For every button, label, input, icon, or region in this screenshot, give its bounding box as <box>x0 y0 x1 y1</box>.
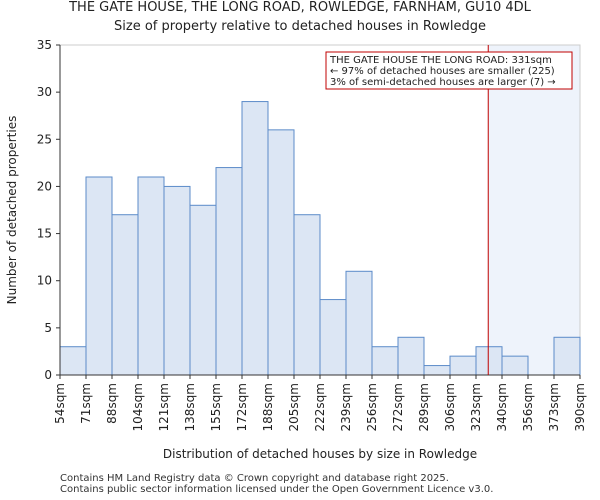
histogram-bar <box>85 176 113 376</box>
x-tick-label: 239sqm <box>339 383 353 431</box>
histogram-bar <box>111 214 139 376</box>
x-tick-label: 88sqm <box>105 383 119 424</box>
y-tick-label: 30 <box>37 85 52 99</box>
x-tick-label: 155sqm <box>209 383 223 431</box>
annotation-box <box>325 51 573 90</box>
x-tick-label: 188sqm <box>261 383 275 431</box>
y-tick-label: 0 <box>44 368 52 382</box>
histogram-bar <box>397 336 425 376</box>
histogram-bar <box>215 167 243 376</box>
annotation-line: ← 97% of detached houses are smaller (22… <box>330 66 555 77</box>
chart-subtitle: Size of property relative to detached ho… <box>114 19 486 34</box>
x-tick-label: 272sqm <box>391 383 405 431</box>
x-tick-label: 373sqm <box>547 383 561 431</box>
histogram-bar <box>59 346 87 376</box>
chart-title: THE GATE HOUSE, THE LONG ROAD, ROWLEDGE,… <box>69 0 531 15</box>
histogram-bar <box>553 336 581 376</box>
y-tick-label: 25 <box>37 132 52 146</box>
x-tick-label: 306sqm <box>443 383 457 431</box>
x-tick-label: 390sqm <box>573 383 587 431</box>
histogram-bar <box>423 365 451 376</box>
x-tick-label: 138sqm <box>183 383 197 431</box>
histogram-bar <box>371 346 399 376</box>
x-tick-label: 222sqm <box>313 383 327 431</box>
x-tick-label: 104sqm <box>131 383 145 431</box>
x-tick-label: 71sqm <box>79 383 93 424</box>
annotation-line: THE GATE HOUSE THE LONG ROAD: 331sqm <box>329 55 552 66</box>
x-tick-label: 172sqm <box>235 383 249 431</box>
histogram-bar <box>163 185 191 376</box>
annotation-line: 3% of semi-detached houses are larger (7… <box>330 77 556 88</box>
histogram-bar <box>319 299 347 376</box>
y-axis-label: Number of detached properties <box>5 116 19 305</box>
histogram-bar <box>267 129 295 376</box>
highlight-region <box>488 45 580 375</box>
y-tick-label: 10 <box>37 274 52 288</box>
y-tick-label: 35 <box>37 38 52 52</box>
histogram-bar <box>241 101 269 376</box>
footer-licence: Contains public sector information licen… <box>60 484 494 495</box>
x-tick-label: 54sqm <box>53 383 67 424</box>
x-tick-label: 256sqm <box>365 383 379 431</box>
histogram-bar <box>475 346 503 376</box>
footer-copyright: Contains HM Land Registry data © Crown c… <box>60 473 449 484</box>
histogram-bar <box>189 204 217 376</box>
x-axis-label: Distribution of detached houses by size … <box>163 447 477 461</box>
y-tick-label: 20 <box>37 179 52 193</box>
x-tick-label: 340sqm <box>495 383 509 431</box>
histogram-bar <box>293 214 321 376</box>
histogram-bar <box>501 355 529 376</box>
y-tick-label: 5 <box>44 321 52 335</box>
x-tick-label: 356sqm <box>521 383 535 431</box>
x-tick-label: 289sqm <box>417 383 431 431</box>
histogram-bar <box>449 355 477 376</box>
x-tick-label: 323sqm <box>469 383 483 431</box>
y-tick-label: 15 <box>37 227 52 241</box>
histogram-bar <box>345 270 373 376</box>
x-tick-label: 121sqm <box>157 383 171 431</box>
histogram-bar <box>137 176 165 376</box>
x-tick-label: 205sqm <box>287 383 301 431</box>
